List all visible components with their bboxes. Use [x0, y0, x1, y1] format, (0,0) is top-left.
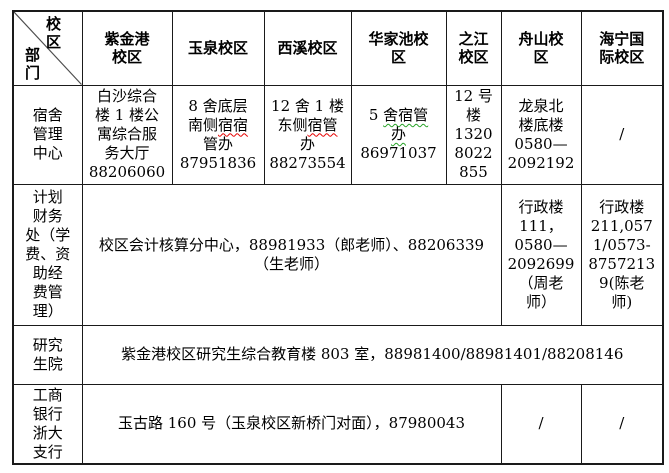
row-graduate-school: 研究 生院 紫金港校区研究生综合教育楼 803 室，88981400/88981… — [12, 324, 664, 385]
row-dorm-center: 宿舍 管理 中心 白沙综合 楼 1 楼公 寓综合服 务大厅 88206060 8… — [12, 84, 664, 185]
cell-icbc-haining: / — [580, 383, 664, 465]
text-segment: 5 — [368, 106, 384, 124]
header-zhijiang: 之江 校区 — [445, 10, 502, 86]
text-segment: 86971037 — [360, 144, 437, 162]
header-zhoushan: 舟山校 区 — [500, 10, 582, 86]
row-icbc-branch: 工商 银行 浙大 支行 玉古路 160 号（玉泉校区新桥门对面），8798004… — [12, 383, 664, 465]
row-label-finance-office: 计划 财务 处（学 费、资 助经 费管 理） — [12, 183, 83, 326]
cell-dorm-zhoushan: 龙泉北 楼底楼 0580— 2092192 — [500, 84, 582, 185]
cell-dorm-huajiachi: 5 舍宿管 办 86971037 — [350, 84, 447, 185]
cell-icbc-main-campuses: 玉古路 160 号（玉泉校区新桥门对面），87980043 — [81, 383, 502, 465]
cell-dorm-haining: / — [580, 84, 664, 185]
diagonal-divider — [14, 12, 81, 84]
flagged-text-segment: 宿宿 — [218, 115, 249, 134]
header-haining: 海宁国 际校区 — [580, 10, 664, 86]
header-huajiachi: 华家池校 区 — [350, 10, 447, 86]
corner-label-department: 部门 — [25, 45, 41, 82]
row-finance-office: 计划 财务 处（学 费、资 助经 费管 理） 校区会计核算分中心，8898193… — [12, 183, 664, 326]
document-page: 校区 部门 紫金港 校区 玉泉校区 西溪校区 华家池校 区 之江 校区 舟山校 … — [12, 10, 664, 465]
cell-dorm-yuquan: 8 舍底层 南侧宿宿 管办 87951836 — [171, 84, 265, 185]
corner-label-campus: 校区 — [46, 15, 62, 51]
cell-dorm-zhijiang: 12 号 楼 1320 8022 855 — [445, 84, 502, 185]
row-label-icbc-branch: 工商 银行 浙大 支行 — [12, 383, 83, 465]
text-segment: 办 88273554 — [269, 134, 346, 172]
cell-finance-zhoushan: 行政楼 111， 0580— 2092699 （周老 师） — [500, 183, 582, 326]
text-segment: 12 舍 1 楼 东侧 — [271, 96, 344, 134]
flagged-text-segment: 舍宿管 办 — [383, 106, 429, 143]
header-yuquan: 玉泉校区 — [171, 10, 265, 86]
header-zijingang: 紫金港 校区 — [81, 10, 173, 86]
row-label-dorm-center: 宿舍 管理 中心 — [12, 84, 83, 185]
cell-dorm-zijingang: 白沙综合 楼 1 楼公 寓综合服 务大厅 88206060 — [81, 84, 173, 185]
header-row: 校区 部门 紫金港 校区 玉泉校区 西溪校区 华家池校 区 之江 校区 舟山校 … — [12, 10, 664, 86]
cell-finance-main-campuses: 校区会计核算分中心，88981933（郎老师）、88206339 （生老师） — [81, 183, 502, 326]
cell-finance-haining: 行政楼 211,057 1/0573- 8757213 9(陈老 师) — [580, 183, 664, 326]
corner-cell: 校区 部门 — [12, 10, 83, 86]
campus-contact-table: 校区 部门 紫金港 校区 玉泉校区 西溪校区 华家池校 区 之江 校区 舟山校 … — [12, 10, 664, 465]
row-label-graduate-school: 研究 生院 — [12, 324, 83, 385]
cell-graduate-school-all: 紫金港校区研究生综合教育楼 803 室，88981400/88981401/88… — [81, 324, 664, 385]
flagged-text-segment: 宿管 — [307, 115, 338, 134]
text-segment: 8 舍底层 南侧 — [187, 96, 248, 134]
cell-dorm-xixi: 12 舍 1 楼 东侧宿管 办 88273554 — [263, 84, 352, 185]
cell-icbc-zhoushan: / — [500, 383, 582, 465]
header-xixi: 西溪校区 — [263, 10, 352, 86]
text-segment: 管办 87951836 — [179, 134, 257, 172]
